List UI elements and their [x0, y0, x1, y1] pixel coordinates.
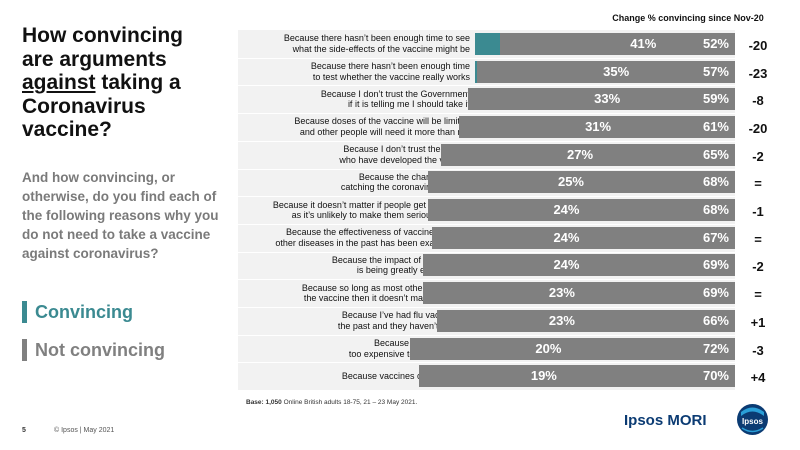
change-value: =	[754, 231, 762, 247]
reason-label: Because I’ve had flu vaccines in the pas…	[337, 310, 470, 331]
not-convincing-bar	[459, 115, 735, 138]
row-separator	[238, 251, 735, 253]
ipsos-logo-icon: Ipsos	[737, 404, 768, 435]
convincing-value-label: 27%	[567, 146, 594, 162]
brand-name: Ipsos MORI	[624, 412, 707, 429]
not-convincing-value-label: 66%	[702, 312, 729, 328]
change-value: -1	[752, 204, 764, 220]
not-convincing-bar	[441, 143, 735, 166]
title-line-3: taking a	[95, 71, 181, 94]
row-separator	[238, 113, 735, 115]
row-separator	[238, 362, 735, 364]
not-convincing-bar	[423, 254, 735, 277]
not-convincing-bar	[427, 199, 735, 222]
legend-not-convincing: Not convincing	[22, 339, 165, 361]
convincing-value-label: 24%	[553, 202, 580, 218]
reason-label: Because there hasn’t been enough time to…	[283, 33, 470, 54]
not-convincing-bar	[468, 88, 735, 111]
not-convincing-value-label: 69%	[702, 285, 729, 301]
change-value: -2	[752, 148, 764, 164]
row-separator	[238, 57, 735, 59]
not-convincing-value-label: 68%	[702, 174, 729, 190]
change-column-header: Change % convincing since Nov-20	[612, 13, 764, 23]
change-value: -3	[752, 342, 764, 358]
base-note: Base: 1,050 Online British adults 18-75,…	[246, 399, 417, 406]
change-value: +1	[750, 314, 766, 330]
chart-subtitle: And how convincing, or otherwise, do you…	[22, 170, 219, 261]
legend-label-not-convincing: Not convincing	[35, 339, 165, 360]
convincing-value-label: 24%	[553, 257, 580, 273]
not-convincing-value-label: 67%	[702, 229, 729, 245]
convincing-value-label: 25%	[557, 174, 584, 190]
not-convincing-value-label: 69%	[702, 257, 729, 273]
not-convincing-value-label: 72%	[702, 340, 729, 356]
reason-label: Because I don’t trust the people who hav…	[339, 144, 470, 165]
legend-convincing: Convincing	[22, 301, 133, 323]
convincing-value-label: 24%	[553, 229, 580, 245]
convincing-value-label: 31%	[585, 118, 612, 134]
convincing-value-label: 19%	[530, 368, 557, 384]
not-convincing-value-label: 57%	[702, 63, 729, 79]
base-label: Base: 1,050	[246, 399, 282, 406]
row-separator	[238, 223, 735, 225]
page-number: 5	[22, 427, 26, 434]
change-value: +4	[750, 370, 766, 386]
change-value: -20	[748, 120, 768, 136]
row-separator	[238, 279, 735, 281]
base-text: Online British adults 18-75, 21 – 23 May…	[281, 399, 418, 406]
title-line-4: Coronavirus	[22, 94, 146, 118]
title-line-2: are arguments	[22, 47, 167, 71]
chart-title: How convincing are arguments against tak…	[22, 24, 222, 142]
not-convincing-value-label: 59%	[702, 91, 729, 107]
convincing-value-label: 35%	[603, 63, 630, 79]
not-convincing-bar	[477, 60, 735, 83]
title-line-1: How convincing	[22, 24, 184, 47]
footer-copyright: © Ipsos | May 2021	[54, 427, 115, 434]
convincing-value-label: 23%	[548, 312, 575, 328]
ipsos-logo-text: Ipsos	[742, 417, 763, 426]
not-convincing-bar	[432, 226, 735, 249]
convincing-value-label: 33%	[594, 91, 621, 107]
convincing-value-label: 41%	[630, 35, 657, 51]
change-value: =	[754, 287, 762, 303]
not-convincing-value-label: 68%	[702, 202, 729, 218]
not-convincing-bar	[436, 309, 735, 332]
legend-label-convincing: Convincing	[35, 301, 133, 322]
not-convincing-value-label: 70%	[702, 368, 729, 384]
not-convincing-bar	[423, 282, 735, 305]
row-separator	[238, 334, 735, 336]
convincing-value-label: 23%	[548, 285, 575, 301]
row-separator	[238, 196, 735, 198]
change-value: -2	[752, 259, 764, 275]
legend-swatch-not-convincing	[22, 339, 27, 361]
not-convincing-value-label: 65%	[702, 146, 729, 162]
legend-swatch-convincing	[22, 301, 27, 323]
not-convincing-value-label: 61%	[702, 118, 729, 134]
not-convincing-value-label: 52%	[702, 35, 729, 51]
row-separator	[238, 307, 735, 308]
not-convincing-bar	[427, 171, 735, 194]
not-convincing-bar	[499, 32, 735, 55]
reason-label: Because I don’t trust the Government if …	[320, 88, 470, 110]
change-value: =	[754, 176, 762, 192]
not-convincing-bar	[418, 365, 735, 388]
change-value: -20	[748, 37, 768, 53]
row-separator	[238, 140, 735, 142]
convincing-value-label: 20%	[535, 340, 562, 356]
change-value: -23	[748, 65, 768, 81]
row-separator	[238, 168, 735, 170]
row-separator	[238, 85, 735, 87]
change-value: -8	[752, 93, 764, 109]
reason-label: Because doses of the vaccine will be lim…	[294, 116, 470, 137]
not-convincing-bar	[409, 337, 735, 360]
title-emphasis: against	[22, 71, 96, 94]
title-line-5: vaccine?	[22, 118, 112, 141]
reason-label: Because there hasn’t been enough time to…	[310, 61, 470, 82]
